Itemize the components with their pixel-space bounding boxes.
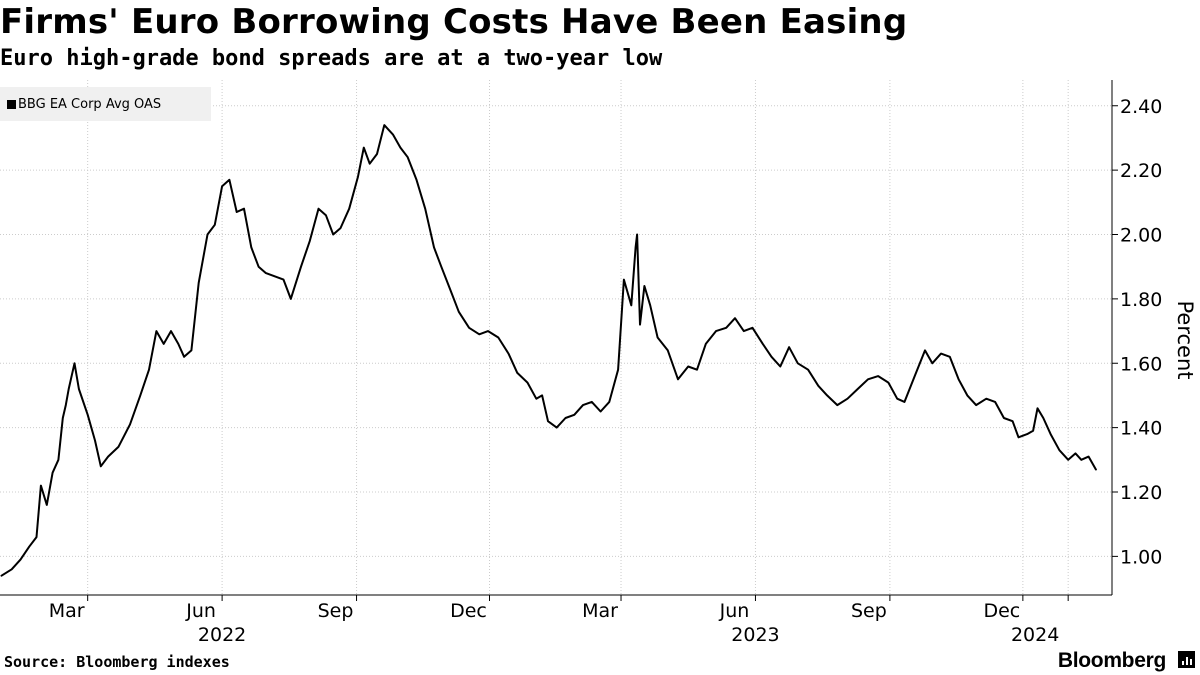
x-tick-label: Dec [450,600,487,622]
y-tick-label: 1.60 [1120,353,1162,375]
chart-title: Firms' Euro Borrowing Costs Have Been Ea… [0,2,908,42]
x-year-label: 2024 [1011,624,1059,646]
x-tick-label: Jun [719,600,750,622]
series-line [0,124,1097,577]
x-tick-label: Sep [318,600,354,622]
bloomberg-chart-icon [1178,651,1195,668]
x-year-label: 2022 [198,624,246,646]
y-tick-label: 1.20 [1120,482,1162,504]
y-tick-label: 2.20 [1120,160,1162,182]
y-axis-label: Percent [1173,300,1197,379]
x-tick-label: Jun [185,600,216,622]
y-axis: 1.00 1.20 1.40 1.60 1.80 2.00 2.20 2.40 [1111,80,1162,595]
x-year-label: 2023 [731,624,779,646]
y-tick-label: 1.00 [1120,546,1162,568]
y-tick-label: 1.80 [1120,289,1162,311]
y-tick-label: 2.40 [1120,96,1162,118]
x-tick-label: Sep [851,600,887,622]
series [0,124,1097,577]
legend: BBG EA Corp Avg OAS [0,87,211,121]
y-tick-label: 2.00 [1120,225,1162,247]
brand-logo-text: Bloomberg [1057,649,1166,672]
source-note: Source: Bloomberg indexes [4,653,230,671]
x-tick-label: Mar [582,600,618,622]
chart-subtitle: Euro high-grade bond spreads are at a tw… [0,46,663,71]
y-tick-label: 1.40 [1120,418,1162,440]
legend-swatch [7,99,16,109]
x-tick-label: Mar [49,600,85,622]
x-tick-label: Dec [983,600,1020,622]
legend-label: BBG EA Corp Avg OAS [18,96,162,112]
